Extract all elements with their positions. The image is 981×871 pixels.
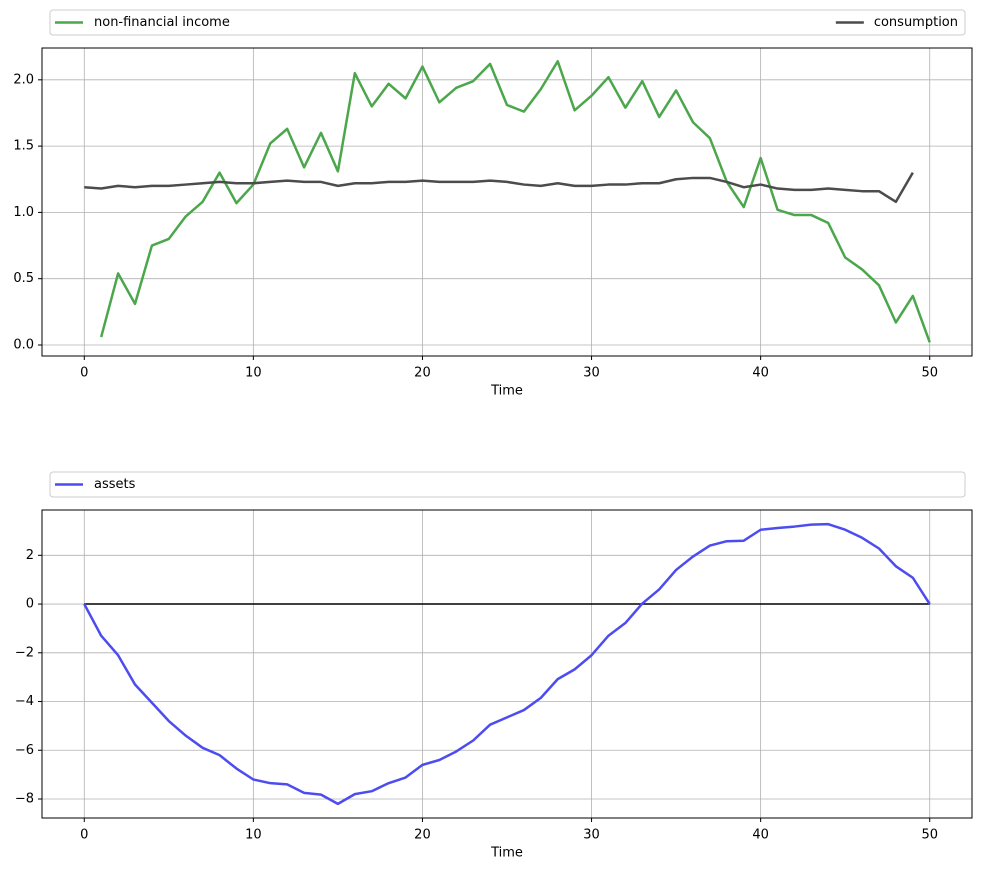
x-tick-label: 50 bbox=[921, 828, 938, 843]
x-tick-label: 0 bbox=[80, 828, 88, 843]
x-tick-label: 20 bbox=[414, 828, 431, 843]
y-tick-label: −4 bbox=[15, 694, 34, 709]
legend-box bbox=[49, 9, 966, 36]
axes-frame bbox=[41, 47, 973, 357]
x-tick-label: 40 bbox=[752, 828, 769, 843]
x-tick-label: 10 bbox=[245, 366, 262, 381]
series-line bbox=[83, 522, 931, 806]
x-tick-label: 10 bbox=[245, 828, 262, 843]
x-tick-label: 30 bbox=[583, 366, 600, 381]
series-line bbox=[99, 60, 931, 343]
x-tick-label: 40 bbox=[752, 366, 769, 381]
x-tick-label: 20 bbox=[414, 366, 431, 381]
x-tick-label: 50 bbox=[921, 366, 938, 381]
y-tick-label: 0.0 bbox=[13, 337, 34, 352]
y-tick-label: −6 bbox=[15, 743, 34, 758]
axes: 0 10 20 30 40 50 −8 −6 −4 −2 0 2 Time assets bbox=[15, 471, 973, 861]
x-tick-label: 0 bbox=[80, 366, 88, 381]
x-tick-label: 30 bbox=[583, 828, 600, 843]
y-tick-label: 1.0 bbox=[13, 205, 34, 220]
y-tick-label: 2 bbox=[26, 548, 34, 563]
axes: 0 10 20 30 40 50 0.0 0.5 1.0 1.5 2.0 Time non-financ… bbox=[13, 9, 973, 399]
y-tick-label: −8 bbox=[15, 791, 34, 806]
y-tick-label: −2 bbox=[15, 645, 34, 660]
axes-frame bbox=[41, 509, 973, 819]
x-axis-label: Time bbox=[490, 846, 523, 861]
x-axis-label: Time bbox=[490, 384, 523, 399]
legend-box bbox=[49, 471, 966, 498]
legend-label: consumption bbox=[874, 15, 958, 30]
legend-label: assets bbox=[94, 477, 136, 492]
y-tick-label: 0.5 bbox=[13, 271, 34, 286]
series-line bbox=[84, 172, 914, 204]
y-tick-label: 2.0 bbox=[13, 72, 34, 87]
legend-label: non-financial income bbox=[94, 15, 230, 30]
y-tick-label: 1.5 bbox=[13, 139, 34, 154]
y-tick-label: 0 bbox=[26, 597, 34, 612]
